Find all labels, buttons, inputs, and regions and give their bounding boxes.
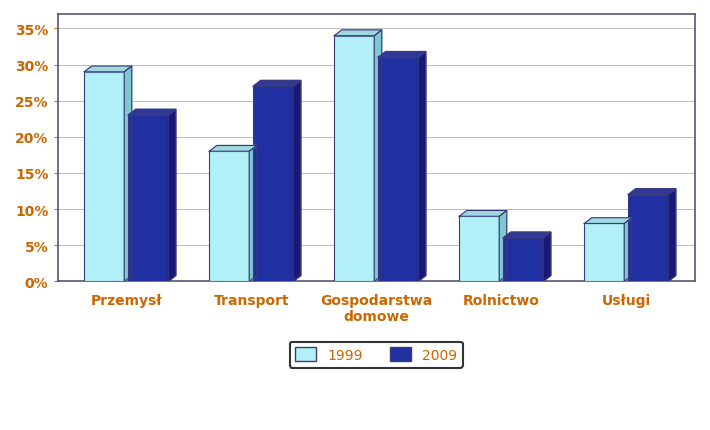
FancyBboxPatch shape [209, 152, 249, 282]
FancyBboxPatch shape [584, 224, 624, 282]
Polygon shape [459, 211, 507, 217]
Polygon shape [84, 67, 132, 73]
Polygon shape [168, 110, 176, 282]
Polygon shape [124, 67, 132, 282]
Polygon shape [624, 218, 632, 282]
Polygon shape [293, 81, 301, 282]
Polygon shape [668, 189, 676, 282]
FancyBboxPatch shape [129, 116, 168, 282]
FancyBboxPatch shape [378, 58, 418, 282]
FancyBboxPatch shape [334, 37, 374, 282]
Polygon shape [129, 110, 176, 116]
Polygon shape [418, 52, 426, 282]
FancyBboxPatch shape [253, 87, 293, 282]
Polygon shape [628, 189, 676, 195]
Polygon shape [584, 218, 632, 224]
Polygon shape [543, 233, 551, 282]
FancyBboxPatch shape [84, 73, 124, 282]
Polygon shape [378, 52, 426, 58]
Polygon shape [499, 211, 507, 282]
FancyBboxPatch shape [459, 217, 499, 282]
Polygon shape [334, 31, 382, 37]
Polygon shape [209, 146, 257, 152]
Polygon shape [374, 31, 382, 282]
FancyBboxPatch shape [503, 238, 543, 282]
FancyBboxPatch shape [628, 195, 668, 282]
Polygon shape [253, 81, 301, 87]
Polygon shape [503, 233, 551, 238]
Polygon shape [249, 146, 257, 282]
Legend: 1999, 2009: 1999, 2009 [290, 342, 463, 368]
